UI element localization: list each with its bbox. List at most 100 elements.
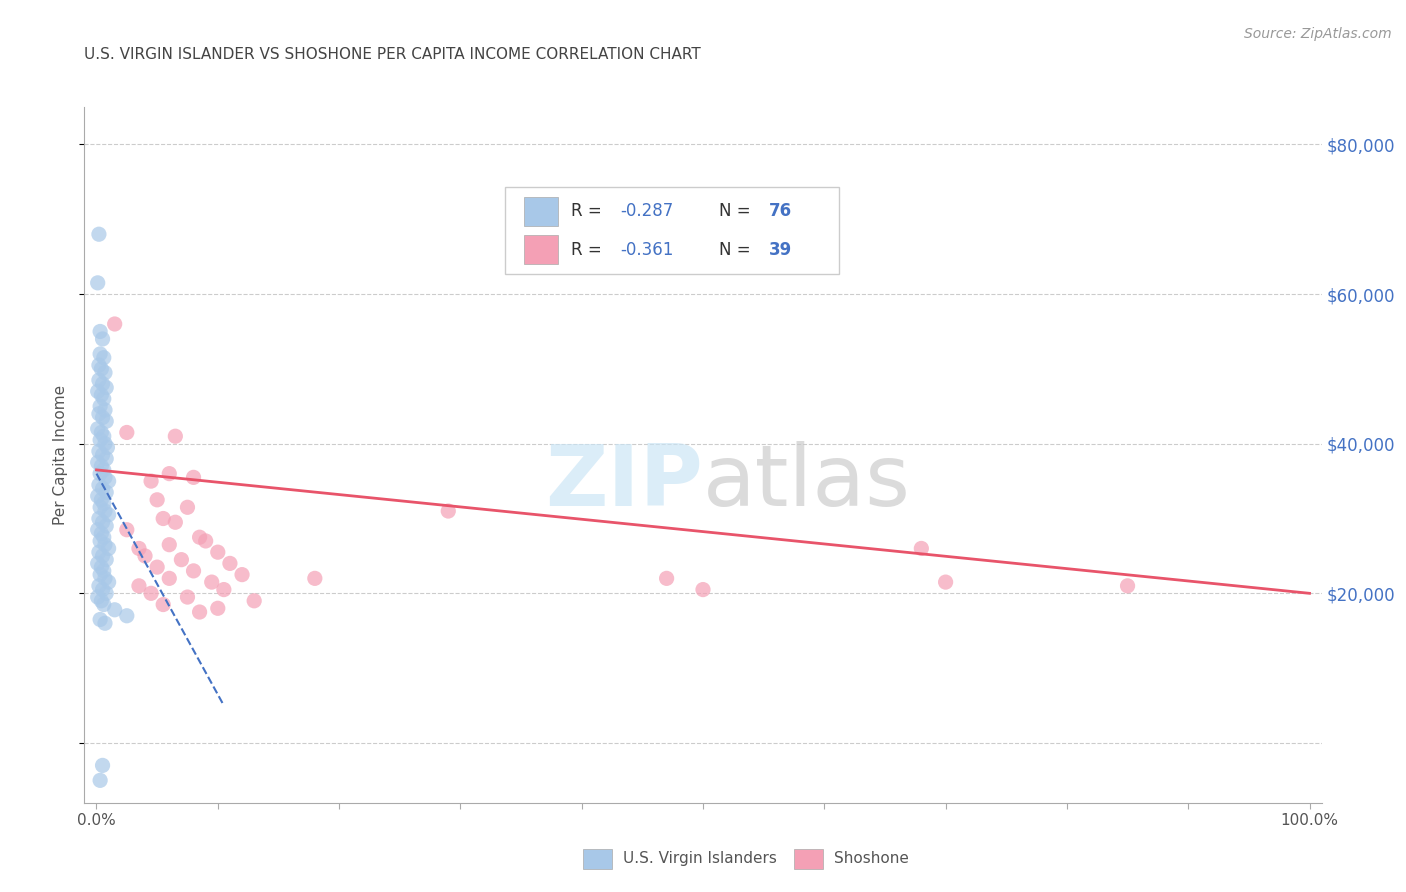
- Point: [87, 358, 110, 372]
- Point: [86, 489, 108, 503]
- Text: R =: R =: [571, 241, 606, 259]
- Point: [90, 362, 112, 376]
- Point: [183, 470, 205, 484]
- Point: [152, 598, 174, 612]
- Point: [94, 538, 117, 552]
- Point: [89, 467, 111, 481]
- Point: [128, 541, 150, 556]
- Point: [89, 773, 111, 788]
- Point: [87, 373, 110, 387]
- Point: [89, 347, 111, 361]
- Point: [146, 492, 169, 507]
- Point: [93, 351, 115, 365]
- Point: [96, 586, 118, 600]
- Point: [97, 575, 120, 590]
- Point: [910, 541, 932, 556]
- Point: [115, 425, 138, 440]
- Point: [115, 608, 138, 623]
- Point: [1116, 579, 1139, 593]
- Point: [115, 523, 138, 537]
- Point: [91, 448, 114, 462]
- Text: ZIP: ZIP: [546, 442, 703, 524]
- Point: [90, 459, 112, 474]
- Point: [165, 515, 187, 529]
- Point: [243, 594, 266, 608]
- Point: [183, 564, 205, 578]
- Text: -0.361: -0.361: [620, 241, 673, 259]
- Point: [93, 530, 115, 544]
- Point: [146, 560, 169, 574]
- Point: [96, 485, 118, 500]
- Point: [194, 533, 217, 548]
- Point: [89, 500, 111, 515]
- Point: [188, 605, 211, 619]
- Text: N =: N =: [718, 241, 756, 259]
- Point: [91, 549, 114, 563]
- Point: [97, 541, 120, 556]
- Point: [89, 433, 111, 447]
- Point: [89, 567, 111, 582]
- Point: [86, 384, 108, 399]
- Point: [87, 407, 110, 421]
- Point: [188, 530, 211, 544]
- FancyBboxPatch shape: [505, 187, 839, 274]
- Point: [90, 560, 112, 574]
- Point: [692, 582, 714, 597]
- Point: [89, 325, 111, 339]
- Point: [86, 455, 108, 469]
- Text: 76: 76: [769, 202, 792, 220]
- Point: [87, 478, 110, 492]
- Point: [86, 523, 108, 537]
- Text: U.S. VIRGIN ISLANDER VS SHOSHONE PER CAPITA INCOME CORRELATION CHART: U.S. VIRGIN ISLANDER VS SHOSHONE PER CAP…: [84, 47, 702, 62]
- Point: [90, 425, 112, 440]
- Point: [170, 552, 193, 566]
- Point: [96, 414, 118, 428]
- Point: [90, 388, 112, 402]
- Bar: [523, 235, 558, 264]
- Text: atlas: atlas: [703, 442, 911, 524]
- Point: [152, 511, 174, 525]
- Point: [93, 392, 115, 406]
- Point: [93, 564, 115, 578]
- Point: [86, 422, 108, 436]
- Point: [437, 504, 460, 518]
- Point: [212, 582, 235, 597]
- Point: [96, 451, 118, 466]
- Point: [304, 571, 326, 585]
- Point: [91, 410, 114, 425]
- Point: [157, 538, 180, 552]
- Point: [104, 317, 127, 331]
- Point: [93, 463, 115, 477]
- Point: [86, 590, 108, 604]
- Text: Source: ZipAtlas.com: Source: ZipAtlas.com: [1244, 27, 1392, 41]
- Text: -0.287: -0.287: [620, 202, 673, 220]
- Point: [94, 571, 117, 585]
- Point: [165, 429, 187, 443]
- Point: [87, 227, 110, 242]
- Point: [91, 582, 114, 597]
- Point: [90, 526, 112, 541]
- Point: [94, 403, 117, 417]
- Point: [94, 504, 117, 518]
- Point: [86, 276, 108, 290]
- Point: [91, 482, 114, 496]
- Point: [176, 500, 198, 515]
- Point: [207, 545, 229, 559]
- Point: [87, 444, 110, 458]
- Point: [86, 557, 108, 571]
- Point: [87, 545, 110, 559]
- Point: [157, 467, 180, 481]
- Point: [94, 616, 117, 631]
- Point: [219, 557, 242, 571]
- Point: [139, 586, 162, 600]
- Text: N =: N =: [718, 202, 756, 220]
- Point: [96, 441, 118, 455]
- Point: [90, 594, 112, 608]
- Point: [96, 552, 118, 566]
- Point: [97, 474, 120, 488]
- Point: [139, 474, 162, 488]
- Point: [134, 549, 156, 563]
- Point: [93, 497, 115, 511]
- Text: 39: 39: [769, 241, 792, 259]
- Point: [90, 492, 112, 507]
